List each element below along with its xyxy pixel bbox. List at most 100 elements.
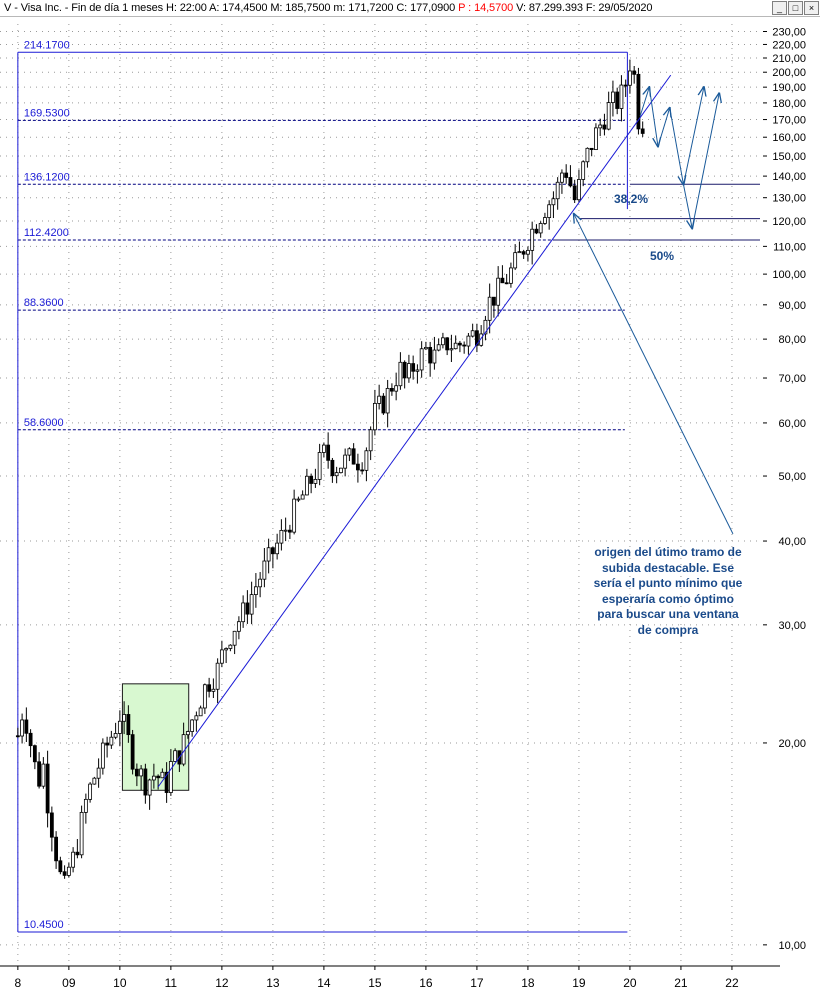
candle-body [28, 732, 33, 747]
candle-body [236, 621, 241, 632]
candle-body [41, 763, 46, 787]
fib-level-label: 214.1700 [24, 39, 70, 51]
close-button[interactable]: × [804, 1, 819, 15]
y-tick-label: 130,00 [772, 193, 806, 205]
x-axis: 8 09 10 11 12 13 14 15 16 17 18 19 20 21 22 [0, 965, 780, 988]
candle-body [487, 296, 492, 321]
candle-body [436, 344, 441, 351]
candle-body [15, 735, 20, 738]
candle-body [572, 185, 577, 201]
volume-date: V: 87.299.393 F: 29/05/2020 [516, 2, 653, 14]
candle-body [58, 860, 63, 873]
candle-body [160, 771, 165, 779]
candle-body [462, 344, 467, 347]
candle-body [343, 454, 348, 469]
candle-body [598, 124, 603, 129]
y-tick-label: 10,00 [778, 940, 806, 952]
candle-body [398, 361, 403, 387]
candle-body [62, 871, 67, 876]
candle-body [71, 851, 76, 868]
candle-body [130, 734, 135, 770]
candle-body [547, 204, 552, 218]
maximize-button[interactable]: □ [788, 1, 803, 15]
candle-body [122, 714, 127, 722]
candle-body [581, 161, 586, 180]
candle-body [24, 719, 29, 734]
candle-body [428, 346, 433, 364]
candle-body [441, 337, 445, 346]
annotation-note: origen del útimo tramo de subida destaca… [593, 545, 743, 637]
candle-body [66, 866, 71, 876]
y-tick-label: 210,00 [772, 53, 806, 65]
candle-body [249, 594, 254, 615]
projection-arrow [691, 93, 719, 229]
candle-body [355, 463, 360, 471]
candle-body [228, 644, 233, 649]
candle-body [424, 346, 428, 350]
candle-body [594, 127, 598, 151]
trendline [157, 74, 672, 788]
candle-body [640, 128, 645, 134]
candle-body [185, 731, 190, 736]
candle-body [615, 91, 620, 109]
y-tick-label: 20,00 [778, 738, 806, 750]
candle-body [300, 494, 305, 500]
y-tick-label: 190,00 [772, 82, 806, 94]
candle-body [606, 102, 611, 130]
candle-body [526, 249, 530, 255]
candle-body [215, 662, 220, 690]
candle-body [368, 429, 373, 452]
candle-body [79, 811, 84, 856]
y-tick-label: 120,00 [772, 216, 806, 228]
projection-arrow [669, 107, 684, 185]
candle-body [96, 767, 101, 779]
candle-body [466, 335, 471, 347]
x-tick-label: 18 [521, 976, 535, 988]
candle-body [419, 348, 424, 371]
candle-body [411, 363, 416, 372]
candle-body [496, 277, 501, 306]
x-tick-label: 20 [623, 976, 637, 988]
candle-body [219, 649, 224, 664]
candle-body [351, 448, 356, 465]
x-tick-label: 14 [317, 976, 331, 988]
candle-body [453, 342, 458, 350]
candle-body [253, 586, 258, 596]
x-tick-label: 19 [572, 976, 586, 988]
candle-body [326, 444, 331, 461]
candle-body [100, 742, 105, 769]
projection-arrow [657, 108, 670, 147]
candle-body [207, 684, 212, 692]
y-tick-label: 60,00 [778, 418, 806, 430]
candle-body [105, 742, 110, 746]
candle-body [589, 147, 594, 151]
candle-body [415, 369, 420, 372]
candle-body [602, 124, 607, 130]
candle-body [449, 348, 454, 351]
fibonacci-retracement: 214.1700 169.5300 136.1200 112.4200 88.3600 5… [17, 39, 628, 933]
candle-body [611, 91, 615, 104]
candle-body [432, 349, 437, 364]
candle-body [75, 851, 80, 856]
candle-body [530, 228, 535, 251]
candle-body [470, 330, 475, 337]
x-tick-label: 09 [62, 976, 76, 988]
candle-body [224, 648, 229, 651]
ohlc-stats: H: 22:00 A: 174,4500 M: 185,7500 m: 171,… [166, 2, 456, 14]
fib-level-label: 10.4500 [24, 919, 64, 931]
minimize-button[interactable]: _ [772, 1, 787, 15]
y-tick-label: 80,00 [778, 334, 806, 346]
candle-body [632, 70, 637, 75]
candle-body [585, 147, 590, 163]
candle-body [198, 707, 203, 717]
candle-body [117, 720, 122, 734]
y-tick-label: 30,00 [778, 620, 806, 632]
candle-body [151, 775, 156, 781]
candle-body [500, 277, 505, 284]
candle-body [577, 179, 581, 201]
candle-body [394, 385, 399, 392]
candle-body [334, 472, 339, 477]
candle-body [168, 761, 173, 793]
y-tick-label: 100,00 [772, 269, 806, 281]
